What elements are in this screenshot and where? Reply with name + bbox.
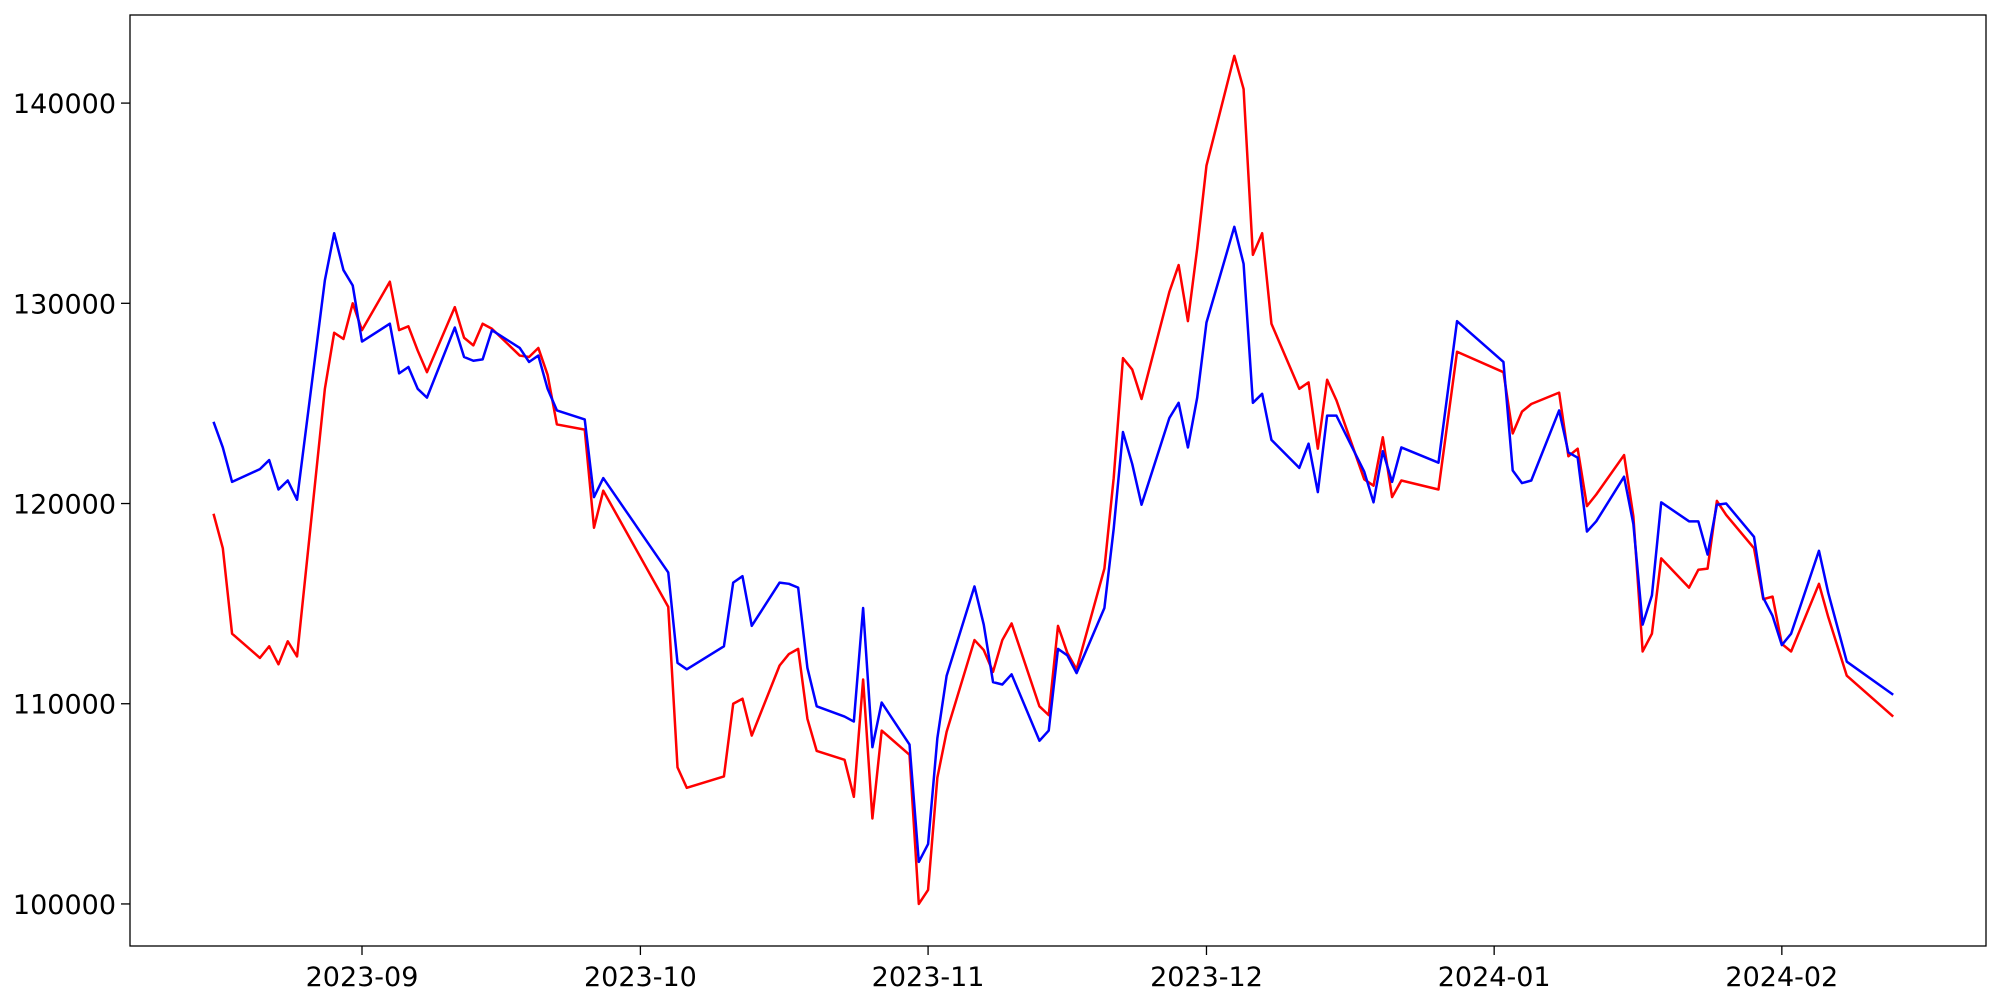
x-tick-label: 2023-12	[1150, 962, 1263, 993]
y-tick-label: 130000	[13, 289, 116, 320]
x-tick-label: 2024-01	[1438, 962, 1551, 993]
x-tick-label: 2023-10	[584, 962, 697, 993]
line-series	[212, 54, 1895, 906]
x-tick-label: 2023-11	[872, 962, 985, 993]
plot-frame	[129, 14, 1987, 947]
x-tick-label: 2024-02	[1725, 962, 1838, 993]
line-series	[212, 225, 1894, 864]
y-tick-label: 120000	[13, 490, 116, 521]
y-tick-label: 140000	[13, 89, 116, 120]
y-tick-label: 100000	[13, 890, 116, 921]
y-tick-label: 110000	[13, 690, 116, 721]
x-tick-label: 2023-09	[306, 962, 419, 993]
